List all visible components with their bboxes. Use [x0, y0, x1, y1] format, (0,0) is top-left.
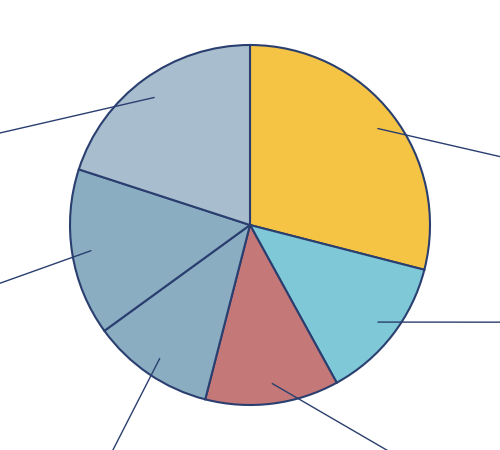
Text: WATER HEATING: WATER HEATING	[272, 383, 476, 450]
Wedge shape	[250, 225, 424, 383]
Wedge shape	[79, 45, 250, 225]
Wedge shape	[104, 225, 250, 399]
Wedge shape	[205, 225, 336, 405]
Text: COOLING: COOLING	[378, 318, 500, 327]
Wedge shape	[70, 169, 250, 331]
Text: HEATING: HEATING	[378, 129, 500, 170]
Text: ELECTRONICS: ELECTRONICS	[0, 98, 154, 152]
Wedge shape	[250, 45, 430, 270]
Text: LIGHTING: LIGHTING	[71, 359, 160, 450]
Text: APPLIANCES: APPLIANCES	[0, 251, 91, 309]
